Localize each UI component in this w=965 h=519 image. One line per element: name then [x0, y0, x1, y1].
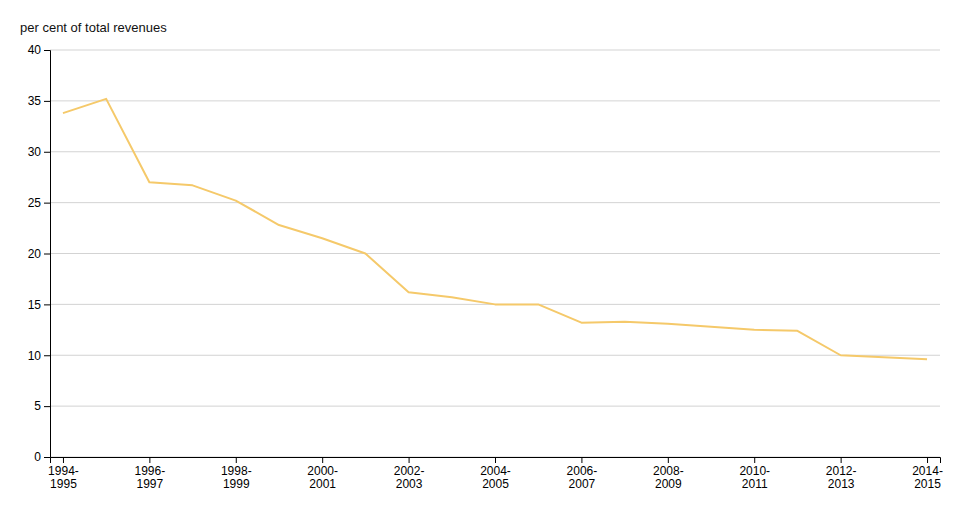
y-tick: 0 — [34, 450, 50, 464]
y-tick-mark — [44, 304, 50, 305]
y-tick: 20 — [28, 247, 50, 261]
x-tick-label-line: 2001 — [309, 477, 336, 491]
x-tick-label-line: 2005 — [482, 477, 509, 491]
x-tick-label-line: 2007 — [569, 477, 596, 491]
x-tick-label: 2012-2013 — [826, 464, 857, 492]
x-tick: 2008-2009 — [653, 457, 684, 491]
x-tick-label-line: 2009 — [655, 477, 682, 491]
y-tick-mark — [44, 203, 50, 204]
x-tick-label: 2000-2001 — [307, 464, 338, 492]
x-tick-label-line: 2011 — [742, 477, 768, 491]
chart: 05101520253035401994-19951996-19971998-1… — [0, 0, 965, 519]
x-tick-label: 2002-2003 — [394, 464, 425, 492]
x-tick-mark — [841, 457, 842, 463]
x-tick-label: 2008-2009 — [653, 464, 684, 492]
x-tick-mark — [63, 457, 64, 463]
x-tick: 2000-2001 — [307, 457, 338, 491]
y-tick-label: 35 — [28, 94, 42, 108]
x-tick-label: 2010-2011 — [739, 464, 770, 492]
y-tick-label: 30 — [28, 145, 42, 159]
y-tick: 30 — [28, 145, 50, 159]
y-tick-mark — [44, 254, 50, 255]
y-tick-label: 5 — [34, 399, 41, 413]
x-tick: 2002-2003 — [394, 457, 425, 491]
x-tick: 2010-2011 — [739, 457, 770, 491]
x-tick-label: 2006-2007 — [567, 464, 598, 492]
x-tick-mark — [927, 457, 928, 463]
x-tick-mark — [668, 457, 669, 463]
grid-line — [50, 202, 940, 203]
y-axis-line — [44, 51, 51, 458]
y-tick-label: 25 — [28, 196, 42, 210]
x-tick-mark — [754, 457, 755, 463]
x-tick-label-line: 2014- — [912, 464, 943, 478]
x-tick-label-line: 2012- — [826, 464, 857, 478]
y-tick: 15 — [28, 298, 50, 312]
x-tick: 2006-2007 — [567, 457, 598, 491]
x-tick-mark — [409, 457, 410, 463]
x-tick: 2012-2013 — [826, 457, 857, 491]
x-tick-mark — [236, 457, 237, 463]
y-tick-label: 20 — [28, 247, 42, 261]
y-tick-mark — [44, 101, 50, 102]
line — [63, 99, 927, 359]
y-tick-mark — [44, 50, 50, 51]
chart-container: 05101520253035401994-19951996-19971998-1… — [0, 0, 965, 519]
x-tick-mark — [581, 457, 582, 463]
x-tick-label: 1996-1997 — [135, 464, 166, 492]
y-axis: 0 5 10 15 20 25 30 35 40 — [28, 43, 51, 464]
y-tick-mark — [44, 355, 50, 356]
x-tick-label-line: 2004- — [480, 464, 511, 478]
grid-line — [50, 355, 940, 356]
x-tick-label-line: 2002- — [394, 464, 425, 478]
x-tick-label-line: 2008- — [653, 464, 684, 478]
grid-line — [50, 406, 940, 407]
y-tick-label: 15 — [28, 298, 42, 312]
x-tick-label-line: 1998- — [221, 464, 252, 478]
x-tick-mark — [495, 457, 496, 463]
x-tick-label: 2004-2005 — [480, 464, 511, 492]
y-tick-label: 10 — [28, 349, 42, 363]
x-tick: 1996-1997 — [135, 457, 166, 491]
x-tick-mark — [322, 457, 323, 463]
x-axis-line — [51, 458, 941, 464]
y-tick: 25 — [28, 196, 50, 210]
x-tick-label-line: 2010- — [739, 464, 770, 478]
y-tick: 5 — [34, 399, 50, 413]
y-tick-label: 40 — [28, 43, 42, 57]
x-tick-mark — [149, 457, 150, 463]
x-tick-label-line: 1997 — [137, 477, 164, 491]
y-tick-mark — [44, 406, 50, 407]
x-tick: 2014-2015 — [912, 457, 943, 491]
y-tick-mark — [44, 457, 50, 458]
x-tick-label-line: 1996- — [135, 464, 166, 478]
grid-line — [50, 151, 940, 152]
x-tick: 2004-2005 — [480, 457, 511, 491]
x-tick-label-line: 2006- — [567, 464, 598, 478]
x-tick-label-line: 2013 — [828, 477, 855, 491]
y-tick-mark — [44, 152, 50, 153]
x-tick: 1994-1995 — [48, 457, 79, 491]
grid-line — [50, 50, 940, 51]
x-tick: 1998-1999 — [221, 457, 252, 491]
grid — [50, 50, 940, 457]
x-tick-label-line: 2003 — [396, 477, 423, 491]
y-tick: 40 — [28, 43, 50, 57]
grid-line — [50, 253, 940, 254]
x-tick-label-line: 2015 — [914, 477, 941, 491]
plot-area — [63, 99, 927, 359]
y-axis-title: per cent of total revenues — [20, 20, 167, 35]
x-tick-label: 1994-1995 — [48, 464, 79, 492]
y-tick-label: 0 — [34, 450, 41, 464]
x-tick-label-line: 1994- — [48, 464, 79, 478]
x-tick-label-line: 1995 — [50, 477, 77, 491]
x-tick-label: 2014-2015 — [912, 464, 943, 492]
y-tick: 10 — [28, 349, 50, 363]
grid-line — [50, 100, 940, 101]
y-tick: 35 — [28, 94, 50, 108]
x-tick-label-line: 2000- — [307, 464, 338, 478]
x-tick-label: 1998-1999 — [221, 464, 252, 492]
x-axis: 1994-1995 1996-1997 1998-1999 2000-2001 2002… — [48, 457, 943, 491]
x-tick-label-line: 1999 — [223, 477, 250, 491]
